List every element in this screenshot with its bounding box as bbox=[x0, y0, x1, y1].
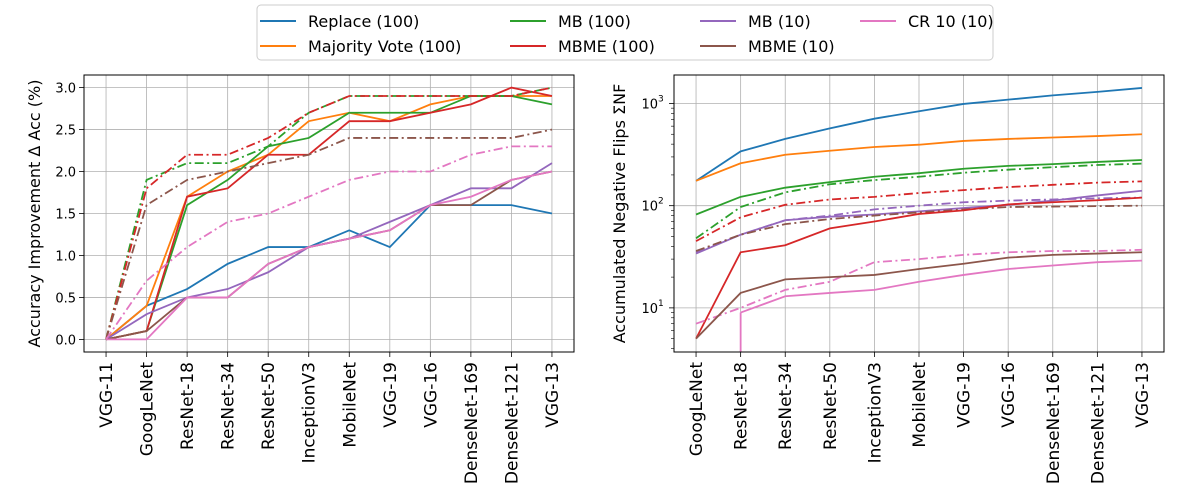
y-axis-label: Accuracy Improvement Δ Acc (%) bbox=[25, 80, 44, 348]
y-tick-label: 10 bbox=[641, 97, 658, 112]
x-tick-label: DenseNet-169 bbox=[1044, 362, 1064, 484]
y-tick-label: 1.0 bbox=[55, 249, 76, 264]
y-tick-label: 0.0 bbox=[55, 333, 76, 348]
series-line-mbme-10-dash-dot bbox=[695, 204, 1142, 252]
legend-label-mb-100: MB (100) bbox=[558, 12, 631, 31]
series-line-cr-10-10 bbox=[740, 259, 1142, 314]
y-tick-label: 10 bbox=[641, 200, 658, 215]
axes-frame bbox=[83, 74, 575, 353]
x-tick-label: InceptionV3 bbox=[865, 362, 885, 463]
accuracy-chart: VGG-11 GoogLeNet ResNet-18 ResNet-34 ResNet-… bbox=[25, 74, 575, 484]
series-line-cr-10-10-dash-dot bbox=[695, 248, 1142, 325]
x-tick-label: MobileNet bbox=[910, 362, 930, 448]
y-tick-label: 1.5 bbox=[55, 208, 76, 223]
series-line-mbme-100-dash-dot bbox=[695, 180, 1142, 242]
series-line-cr-10-10 bbox=[106, 170, 553, 341]
series-line-mbme-10-dash-dot bbox=[105, 128, 553, 340]
y-tick-label: 3.0 bbox=[55, 82, 76, 97]
x-tick-label: VGG-13 bbox=[543, 362, 563, 428]
series-line-mbme-10 bbox=[695, 251, 1142, 340]
series-line-mb-10-dash-dot bbox=[695, 196, 1142, 254]
y-tick-exponent: 1 bbox=[658, 299, 664, 309]
x-tick-label: VGG-13 bbox=[1133, 362, 1153, 428]
x-tick-label: DenseNet-169 bbox=[462, 362, 482, 484]
x-tick-label: DenseNet-121 bbox=[502, 362, 522, 484]
legend-label-replace-100: Replace (100) bbox=[308, 12, 419, 31]
x-tick-label: VGG-11 bbox=[97, 362, 117, 428]
legend: Replace (100) Majority Vote (100) MB (100)… bbox=[256, 4, 994, 61]
series-line-mb-100 bbox=[695, 159, 1142, 216]
legend-label-mb-10: MB (10) bbox=[748, 12, 811, 31]
x-tick-label: ResNet-34 bbox=[776, 362, 796, 450]
x-tick-label: VGG-19 bbox=[381, 362, 401, 428]
y-axis-label: Accumulated Negative Flips ΣNF bbox=[610, 84, 629, 344]
y-tick-label: 2.5 bbox=[55, 124, 76, 139]
negative-flips-chart: GoogLeNet ResNet-18 ResNet-34 ResNet-50 Ince… bbox=[610, 74, 1165, 484]
x-tick-label: ResNet-50 bbox=[259, 362, 279, 450]
x-tick-label: GoogLeNet bbox=[138, 362, 158, 457]
x-tick-label: VGG-16 bbox=[421, 362, 441, 428]
axes-frame bbox=[673, 74, 1165, 353]
x-tick-label: VGG-16 bbox=[999, 362, 1019, 428]
y-tick-label: 0.5 bbox=[55, 291, 76, 306]
x-tick-label: DenseNet-121 bbox=[1088, 362, 1108, 484]
series-line-cr-10-10-dash-dot bbox=[105, 145, 552, 340]
legend-label-mbme-10: MBME (10) bbox=[748, 37, 835, 56]
y-tick-label: 2.0 bbox=[55, 166, 76, 181]
series-line-mbme-100 bbox=[695, 196, 1143, 340]
legend-label-mbme-100: MBME (100) bbox=[558, 37, 655, 56]
series-line-replace-100 bbox=[105, 204, 553, 341]
x-tick-label: ResNet-18 bbox=[732, 362, 752, 450]
y-tick-exponent: 3 bbox=[658, 94, 664, 104]
series-line-mbme-100-dash-dot bbox=[105, 86, 553, 340]
y-tick-label: 10 bbox=[641, 302, 658, 317]
series-line-mbme-100 bbox=[105, 86, 553, 341]
series-line-mb-100-dash-dot bbox=[695, 162, 1142, 239]
series-line-replace-100 bbox=[695, 87, 1143, 182]
x-tick-label: ResNet-34 bbox=[219, 362, 239, 450]
x-tick-label: ResNet-18 bbox=[178, 362, 198, 450]
series-line-majority-vote-100 bbox=[695, 133, 1142, 182]
legend-frame bbox=[256, 4, 994, 61]
x-tick-label: GoogLeNet bbox=[687, 362, 707, 457]
y-tick-exponent: 2 bbox=[658, 197, 664, 207]
legend-label-cr-10-10: CR 10 (10) bbox=[908, 12, 994, 31]
x-tick-label: VGG-19 bbox=[955, 362, 975, 428]
x-tick-label: ResNet-50 bbox=[821, 362, 841, 450]
legend-label-majority-vote-100: Majority Vote (100) bbox=[308, 37, 461, 56]
x-tick-label: InceptionV3 bbox=[300, 362, 320, 463]
x-tick-label: MobileNet bbox=[340, 362, 360, 448]
